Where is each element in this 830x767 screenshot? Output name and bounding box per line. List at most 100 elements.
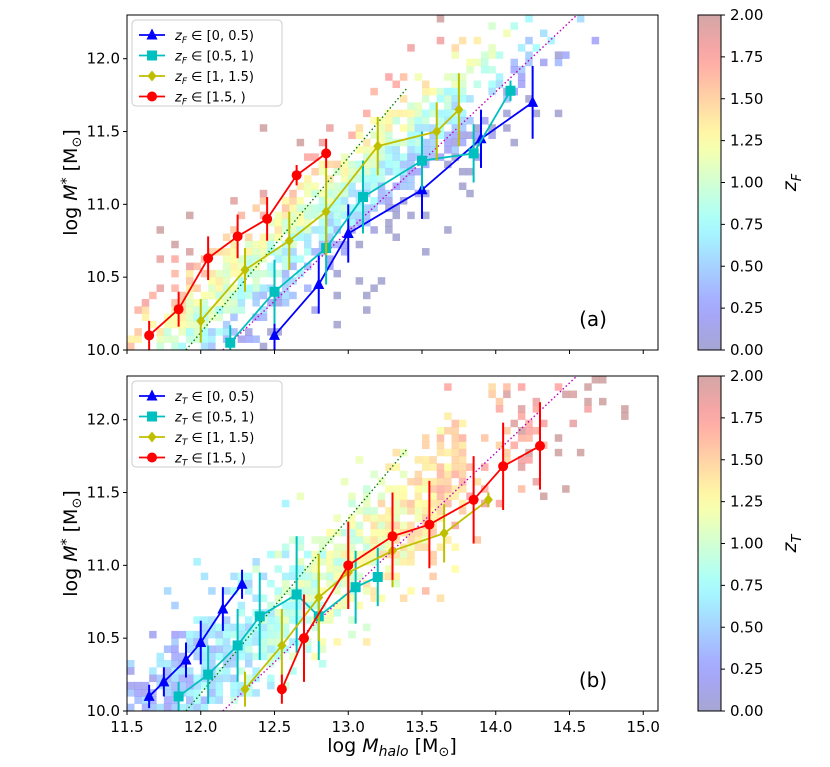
- data-point: [527, 95, 539, 107]
- density-cell: [222, 291, 231, 300]
- density-cell: [458, 507, 467, 515]
- density-cell: [340, 528, 349, 537]
- density-cell: [200, 306, 209, 314]
- density-cell: [436, 477, 445, 486]
- density-cell: [621, 405, 629, 413]
- density-cell: [289, 291, 297, 300]
- density-cell: [422, 248, 430, 256]
- density-cell: [304, 189, 312, 198]
- density-cell: [466, 95, 474, 103]
- density-cell: [171, 703, 179, 711]
- density-cell: [340, 153, 349, 161]
- density-cell: [186, 306, 194, 314]
- density-cell: [149, 667, 157, 675]
- density-cell: [422, 124, 430, 132]
- density-cell: [237, 609, 246, 617]
- density-cell: [208, 342, 216, 350]
- density-cell: [495, 73, 504, 81]
- density-cell: [281, 616, 290, 624]
- density-cell: [503, 124, 511, 132]
- data-point: [217, 602, 229, 614]
- density-cell: [193, 313, 201, 322]
- density-cell: [414, 456, 423, 464]
- density-cell: [392, 153, 400, 161]
- density-cell: [193, 335, 201, 343]
- density-cell: [186, 320, 194, 329]
- density-cell: [222, 248, 231, 256]
- density-cell: [525, 426, 533, 435]
- density-cell: [458, 470, 467, 479]
- density-cell: [444, 470, 452, 479]
- density-cell: [414, 543, 423, 551]
- density-cell: [363, 291, 371, 300]
- density-cell: [267, 299, 275, 307]
- panel-label: (a): [579, 307, 607, 331]
- density-cell: [385, 536, 393, 544]
- ylabel-log: log: [60, 201, 82, 236]
- density-cell: [399, 521, 408, 530]
- density-cell: [451, 124, 459, 132]
- density-cell: [289, 616, 297, 624]
- x-tick-label: 13.0: [332, 718, 365, 736]
- legend: zT ∈ [0, 0.5)zT ∈ [0.5, 1)zT ∈ [1, 1.5)z…: [131, 380, 283, 469]
- density-cell: [436, 15, 445, 23]
- density-cell: [348, 182, 356, 190]
- density-cell: [311, 153, 319, 161]
- density-cell: [363, 167, 371, 176]
- density-cell: [200, 291, 209, 300]
- data-point: [269, 328, 280, 340]
- density-cell: [237, 299, 246, 307]
- density-cell: [429, 456, 437, 464]
- density-cell: [436, 594, 445, 602]
- data-point: [313, 277, 325, 289]
- density-cell: [348, 565, 356, 573]
- data-point: [203, 253, 214, 264]
- density-cell: [259, 342, 268, 350]
- data-point: [158, 675, 170, 687]
- density-cell: [525, 419, 533, 428]
- density-cell: [340, 167, 349, 176]
- density-cell: [200, 681, 209, 690]
- density-cell: [503, 390, 511, 399]
- density-cell: [237, 306, 246, 314]
- density-cell: [503, 29, 511, 38]
- density-cell: [414, 109, 423, 118]
- density-cell: [304, 587, 312, 595]
- density-cell: [267, 630, 275, 639]
- density-cell: [222, 645, 231, 653]
- density-cell: [436, 492, 445, 501]
- density-cell: [495, 499, 504, 508]
- density-cell: [385, 521, 393, 530]
- density-cell: [245, 284, 253, 292]
- density-cell: [355, 160, 364, 169]
- density-cell: [208, 630, 216, 639]
- density-cell: [230, 255, 238, 263]
- density-cell: [385, 514, 393, 522]
- density-cell: [562, 485, 570, 493]
- xlabel-part: log: [327, 735, 362, 757]
- density-cell: [267, 240, 275, 249]
- density-cell: [222, 262, 231, 271]
- density-cell: [134, 306, 142, 314]
- data-point: [343, 560, 354, 571]
- x-axis-label: log Mhalo [M⊙]: [327, 735, 457, 760]
- density-cell: [274, 594, 282, 602]
- density-cell: [436, 507, 445, 515]
- density-cell: [274, 248, 282, 256]
- density-cell: [171, 681, 179, 690]
- density-cell: [281, 197, 290, 205]
- density-cell: [267, 616, 275, 624]
- density-cell: [333, 291, 341, 300]
- axes-frame: [126, 375, 659, 712]
- density-cell: [370, 558, 378, 566]
- density-cell: [377, 124, 386, 132]
- density-cell: [193, 681, 201, 690]
- colorbar-tick-label: 1.25: [730, 493, 763, 511]
- density-cell: [510, 65, 518, 74]
- density-cell: [451, 485, 459, 493]
- density-cell: [407, 109, 415, 118]
- density-cell: [444, 448, 452, 457]
- density-cell: [429, 153, 437, 161]
- density-cell: [200, 652, 209, 661]
- density-cell: [363, 146, 371, 154]
